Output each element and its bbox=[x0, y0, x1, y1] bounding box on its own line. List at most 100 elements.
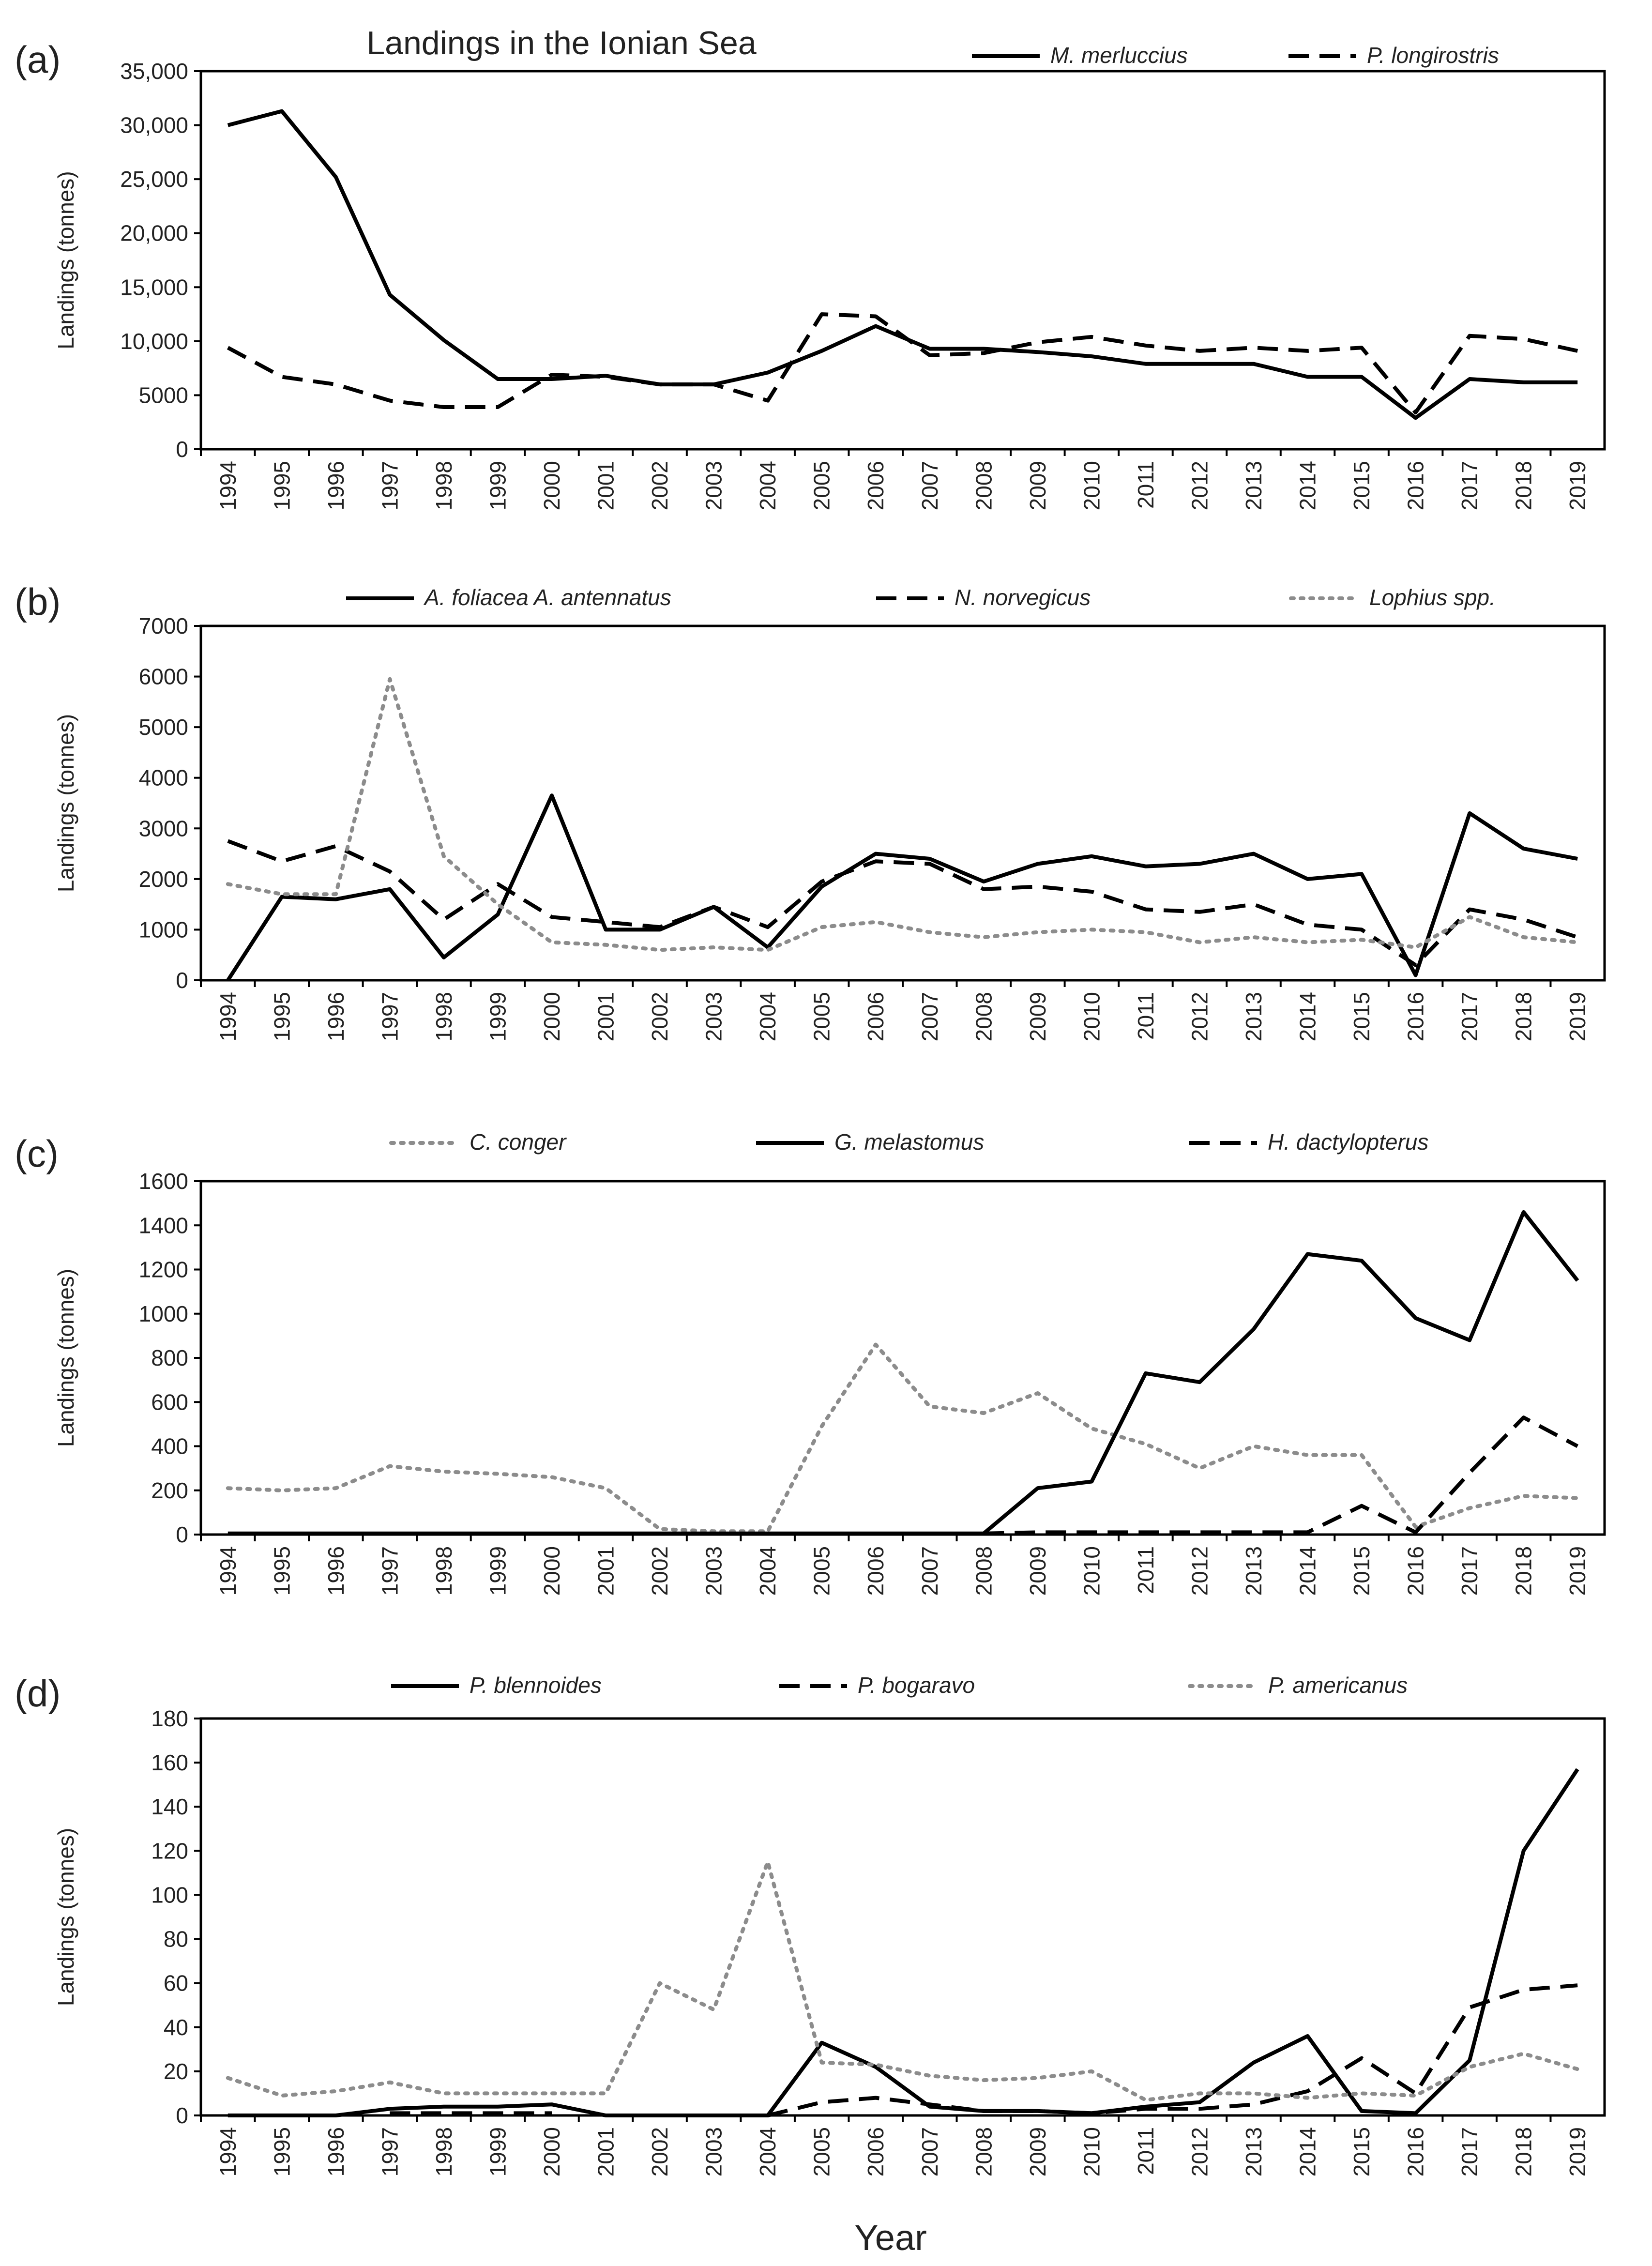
x-tick-label: 2006 bbox=[863, 2127, 888, 2176]
x-tick-label: 2014 bbox=[1295, 1546, 1320, 1596]
y-tick-label: 1600 bbox=[139, 1169, 188, 1194]
y-tick-label: 80 bbox=[164, 1927, 188, 1952]
x-tick-label: 2019 bbox=[1565, 992, 1590, 1041]
y-tick-label: 1400 bbox=[139, 1213, 188, 1238]
x-tick-label: 1998 bbox=[431, 992, 456, 1041]
x-tick-label: 2004 bbox=[755, 992, 780, 1041]
x-tick-label: 2012 bbox=[1187, 1546, 1212, 1596]
x-tick-label: 2005 bbox=[809, 992, 834, 1041]
y-tick-label: 20,000 bbox=[120, 221, 188, 246]
y-tick-label: 1000 bbox=[139, 917, 188, 942]
x-tick-label: 2007 bbox=[917, 992, 942, 1041]
x-tick-label: 2011 bbox=[1133, 1546, 1158, 1594]
y-tick-label: 120 bbox=[151, 1838, 188, 1863]
x-tick-label: 2003 bbox=[701, 1546, 727, 1596]
panel-label: (b) bbox=[15, 580, 61, 623]
legend-label: N. norvegicus bbox=[955, 585, 1091, 610]
x-tick-label: 2007 bbox=[917, 461, 942, 510]
legend-label: M. merluccius bbox=[1050, 43, 1188, 68]
x-tick-label: 2019 bbox=[1565, 1546, 1590, 1596]
y-tick-label: 0 bbox=[176, 2103, 188, 2128]
x-tick-label: 2002 bbox=[647, 2127, 672, 2176]
x-tick-label: 2013 bbox=[1241, 461, 1266, 510]
x-tick-label: 2012 bbox=[1187, 2127, 1212, 2176]
x-tick-label: 2006 bbox=[863, 1546, 888, 1596]
x-tick-label: 2009 bbox=[1025, 1546, 1050, 1596]
y-tick-label: 400 bbox=[151, 1434, 188, 1459]
y-tick-label: 0 bbox=[176, 437, 188, 462]
x-tick-label: 2015 bbox=[1349, 461, 1374, 510]
x-tick-label: 2001 bbox=[593, 2127, 619, 2176]
x-tick-label: 2002 bbox=[647, 461, 672, 510]
x-tick-label: 2015 bbox=[1349, 1546, 1374, 1596]
y-tick-label: 800 bbox=[151, 1345, 188, 1370]
legend-label: C. conger bbox=[470, 1129, 567, 1155]
x-tick-label: 1996 bbox=[323, 1546, 349, 1596]
figure-title: Landings in the Ionian Sea bbox=[366, 25, 756, 61]
x-tick-label: 2013 bbox=[1241, 2127, 1266, 2176]
x-tick-label: 2017 bbox=[1457, 2127, 1482, 2176]
x-tick-label: 2008 bbox=[971, 1546, 996, 1596]
x-tick-label: 2012 bbox=[1187, 992, 1212, 1041]
x-tick-label: 1995 bbox=[269, 461, 294, 510]
x-tick-label: 2000 bbox=[539, 461, 564, 510]
x-tick-label: 1995 bbox=[269, 992, 294, 1041]
x-tick-label: 2008 bbox=[971, 992, 996, 1041]
y-tick-label: 0 bbox=[176, 1522, 188, 1547]
x-tick-label: 2003 bbox=[701, 992, 727, 1041]
series-line-lophius-spp bbox=[226, 677, 1580, 952]
x-tick-label: 2011 bbox=[1133, 461, 1158, 509]
x-tick-label: 2005 bbox=[809, 2127, 834, 2176]
y-tick-label: 7000 bbox=[139, 613, 188, 639]
x-tick-label: 2009 bbox=[1025, 461, 1050, 510]
x-tick-label: 1999 bbox=[485, 1546, 510, 1596]
x-tick-label: 1995 bbox=[269, 1546, 294, 1596]
panel-label: (a) bbox=[15, 38, 61, 81]
x-tick-label: 2004 bbox=[755, 461, 780, 510]
x-tick-label: 1997 bbox=[377, 992, 402, 1041]
y-tick-label: 1000 bbox=[139, 1301, 188, 1326]
y-tick-label: 60 bbox=[164, 1971, 188, 1996]
x-tick-label: 2016 bbox=[1403, 2127, 1428, 2176]
legend-label: A. foliacea A. antennatus bbox=[423, 585, 671, 610]
x-tick-label: 2011 bbox=[1133, 2127, 1158, 2175]
series-line-p-longirostris bbox=[227, 312, 1578, 415]
x-tick-label: 2014 bbox=[1295, 2127, 1320, 2176]
y-tick-label: 5000 bbox=[139, 382, 188, 408]
x-tick-label: 2006 bbox=[863, 461, 888, 510]
x-tick-label: 2010 bbox=[1079, 2127, 1104, 2176]
x-tick-label: 2015 bbox=[1349, 2127, 1374, 2176]
x-tick-label: 2017 bbox=[1457, 461, 1482, 510]
x-tick-label: 2018 bbox=[1511, 461, 1536, 510]
x-tick-label: 1998 bbox=[431, 2127, 456, 2176]
y-tick-label: 15,000 bbox=[120, 274, 188, 300]
x-tick-label: 2000 bbox=[539, 992, 564, 1041]
x-tick-label: 2009 bbox=[1025, 2127, 1050, 2176]
legend-label: P. americanus bbox=[1268, 1673, 1408, 1698]
legend-label: Lophius spp. bbox=[1369, 585, 1496, 610]
x-tick-label: 2008 bbox=[971, 461, 996, 510]
x-tick-label: 1994 bbox=[215, 2127, 241, 2176]
x-tick-label: 1997 bbox=[377, 461, 402, 510]
y-axis-label: Landings (tonnes) bbox=[53, 1269, 78, 1447]
x-tick-label: 1995 bbox=[269, 2127, 294, 2176]
legend-label: P. longirostris bbox=[1367, 43, 1499, 68]
x-tick-label: 2001 bbox=[593, 992, 619, 1041]
panel-a-landings-hake-shrimp: (a) 0 5000 10,000 15,000 20,000 25,000 30,000 35… bbox=[15, 38, 1606, 510]
x-tick-label: 1994 bbox=[215, 1546, 241, 1596]
legend-label: P. bogaravo bbox=[858, 1673, 975, 1698]
panel-b-landings-shrimp-lobster-monkfish: (b) 0 1000 2000 3000 4000 5000 6000 7000 Landings… bbox=[15, 580, 1606, 1041]
x-tick-label: 2008 bbox=[971, 2127, 996, 2176]
x-tick-label: 1997 bbox=[377, 2127, 402, 2176]
x-tick-label: 2006 bbox=[863, 992, 888, 1041]
x-tick-label: 2007 bbox=[917, 2127, 942, 2176]
y-tick-label: 3000 bbox=[139, 816, 188, 841]
y-tick-label: 40 bbox=[164, 2015, 188, 2040]
y-tick-label: 200 bbox=[151, 1478, 188, 1503]
y-tick-label: 35,000 bbox=[120, 59, 188, 84]
series-line-a-foliacea-a-antennatus bbox=[226, 793, 1578, 982]
x-tick-label: 2018 bbox=[1511, 1546, 1536, 1596]
x-tick-label: 2004 bbox=[755, 1546, 780, 1596]
